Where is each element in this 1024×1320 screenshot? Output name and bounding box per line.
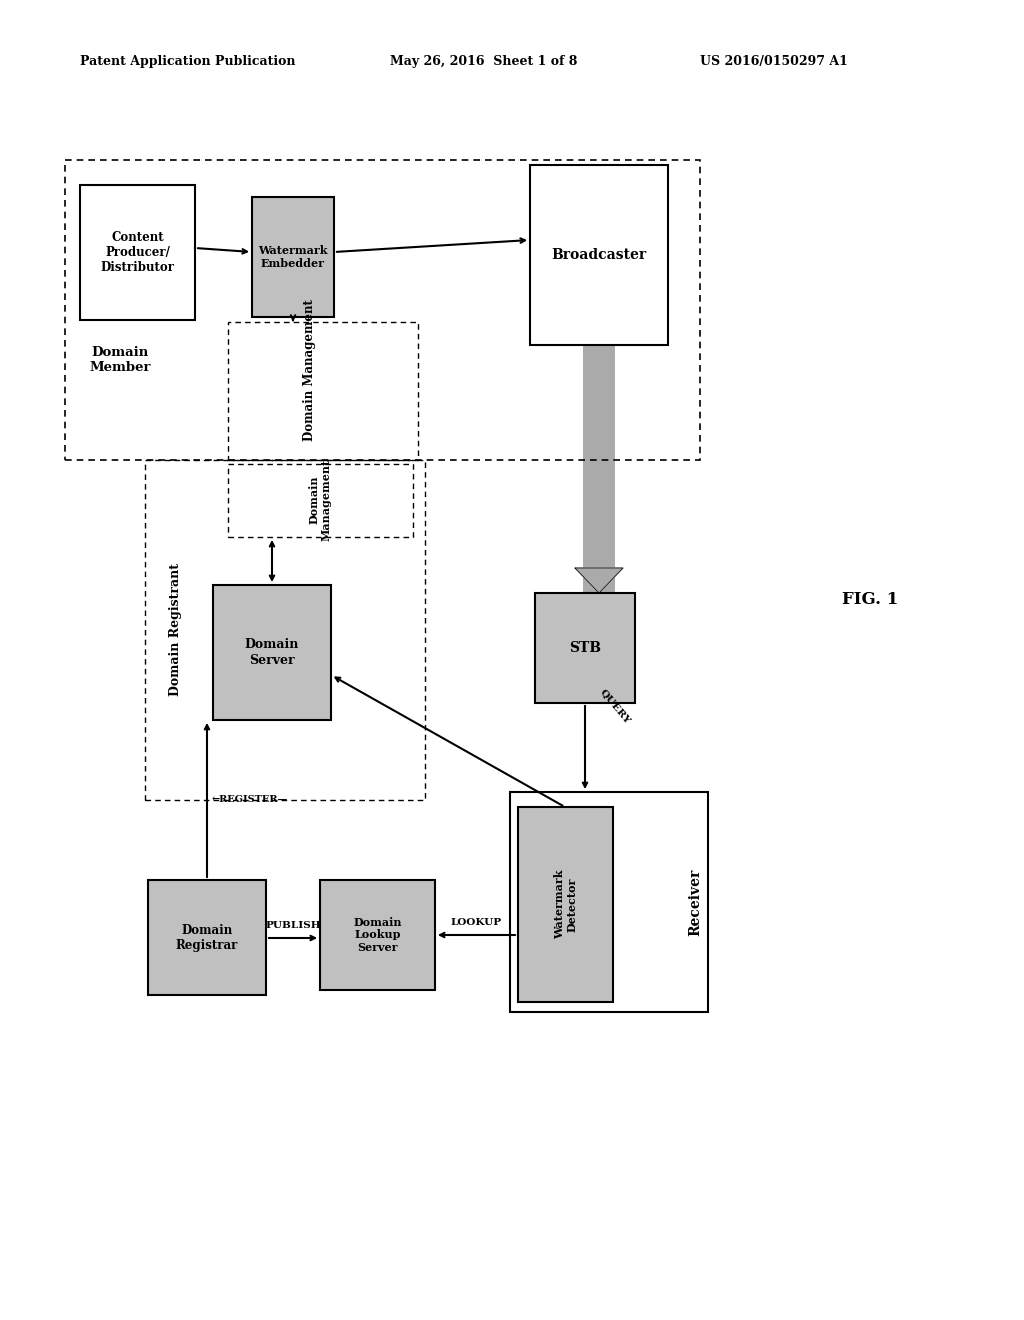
Text: Patent Application Publication: Patent Application Publication [80,55,296,69]
Bar [535,593,635,704]
Text: QUERY: QUERY [598,688,632,726]
Bar [148,880,266,995]
Bar [228,322,418,459]
Text: Domain
Management: Domain Management [308,459,332,541]
Bar [228,465,413,537]
Text: Content
Producer/
Distributor: Content Producer/ Distributor [100,231,174,275]
Text: FIG. 1: FIG. 1 [842,591,898,609]
Text: May 26, 2016  Sheet 1 of 8: May 26, 2016 Sheet 1 of 8 [390,55,578,69]
Text: STB: STB [569,642,601,655]
Bar [319,880,435,990]
Bar [80,185,195,319]
Text: Domain Registrant: Domain Registrant [169,564,181,697]
Text: US 2016/0150297 A1: US 2016/0150297 A1 [700,55,848,69]
Bar [583,345,615,593]
Text: PUBLISH: PUBLISH [265,921,321,931]
Text: Domain
Member: Domain Member [89,346,151,374]
Bar [510,792,708,1012]
Text: Domain
Server: Domain Server [245,639,299,667]
Text: Domain
Registrar: Domain Registrar [176,924,239,952]
Bar [213,585,331,719]
Bar [530,165,668,345]
Polygon shape [575,568,623,593]
Bar [252,197,334,317]
Text: Domain
Lookup
Server: Domain Lookup Server [353,916,401,953]
Text: ←REGISTER—: ←REGISTER— [212,796,288,804]
Text: Watermark
Detector: Watermark Detector [554,870,578,940]
Text: Receiver: Receiver [688,869,702,936]
Text: Broadcaster: Broadcaster [552,248,646,261]
Text: Watermark
Embedder: Watermark Embedder [258,246,328,269]
Text: LOOKUP: LOOKUP [451,917,502,927]
Bar [518,807,613,1002]
Text: Domain Management: Domain Management [303,300,316,441]
Bar [65,160,700,459]
Bar [145,459,425,800]
